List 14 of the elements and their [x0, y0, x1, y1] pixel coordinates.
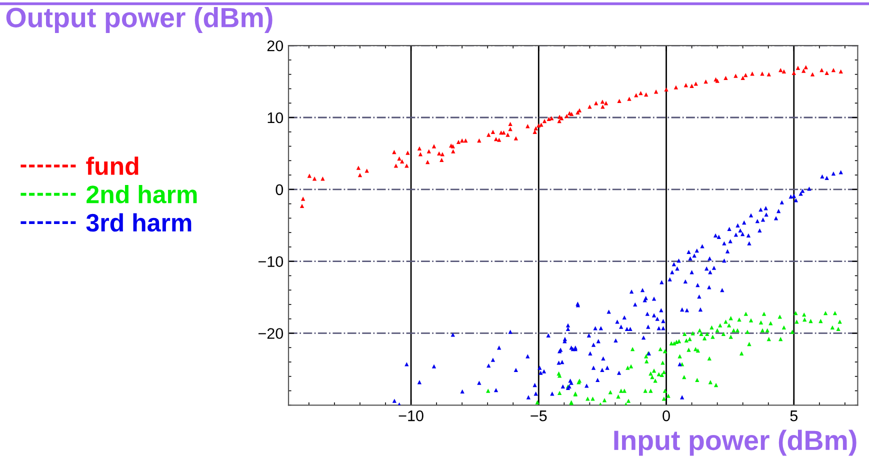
y-tick-label: −10 [258, 256, 284, 268]
legend-label: fund [86, 156, 138, 176]
x-tick-label: 0 [662, 410, 670, 422]
legend-label: 2nd harm [86, 184, 197, 204]
y-tick-label: 20 [267, 40, 284, 52]
y-axis-title: Output power (dBm) [6, 7, 272, 33]
x-axis-title: Input power (dBm) [614, 430, 856, 456]
x-tick-label: −10 [398, 410, 424, 422]
y-tick-label: −20 [258, 328, 284, 339]
x-tick-label: 5 [790, 410, 798, 422]
legend-label: 3rd harm [86, 213, 192, 232]
y-tick-label: 0 [276, 184, 284, 196]
x-tick-label: −5 [530, 410, 547, 422]
y-tick-label: 10 [268, 112, 284, 124]
